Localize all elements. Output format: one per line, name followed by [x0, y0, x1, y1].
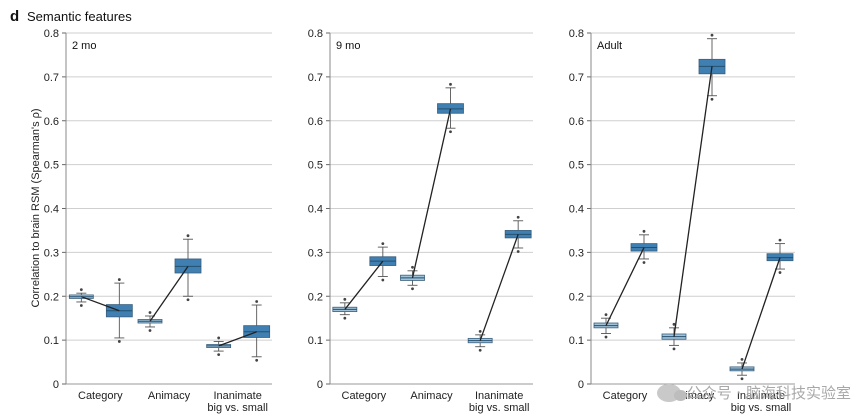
median-connector [741, 257, 781, 370]
y-tick-label: 0.6 [44, 116, 59, 128]
panel-title: Adult [597, 40, 622, 52]
outlier-point [604, 313, 608, 317]
y-tick-label: 0 [53, 379, 59, 391]
median-connector [605, 247, 645, 326]
y-tick-label: 0.8 [569, 28, 584, 40]
y-tick-label: 0.5 [308, 160, 323, 172]
y-tick-label: 0.5 [569, 160, 584, 172]
category-label: Category [603, 390, 648, 402]
outlier-point [478, 348, 482, 352]
y-tick-label: 0.6 [308, 116, 323, 128]
wechat-icon [656, 383, 687, 402]
outlier-point [79, 288, 83, 292]
y-tick-label: 0.7 [569, 72, 584, 84]
outlier-point [411, 287, 414, 291]
median-connector [81, 296, 120, 312]
y-tick-label: 0.6 [569, 116, 584, 128]
watermark-text: 公众号 · 脑海科技实验室 [686, 384, 851, 402]
outlier-point [516, 215, 520, 219]
outlier-point [217, 336, 221, 340]
y-tick-label: 0.4 [569, 204, 584, 216]
y-tick-label: 0.4 [308, 204, 323, 216]
outlier-point [186, 234, 190, 238]
y-tick-label: 0.2 [44, 291, 59, 303]
watermark: 公众号 · 脑海科技实验室 [656, 382, 851, 403]
outlier-point [449, 130, 452, 134]
panel-title: 2 mo [72, 40, 96, 52]
outlier-point [642, 261, 646, 264]
y-tick-label: 0.7 [44, 72, 59, 84]
outlier-point [255, 300, 259, 303]
outlier-point [148, 311, 152, 314]
category-label: big vs. small [207, 402, 268, 414]
outlier-point [117, 340, 121, 343]
y-tick-label: 0.3 [569, 247, 584, 259]
outlier-point [411, 265, 414, 269]
figure-title: Semantic features [27, 9, 132, 24]
outlier-point [217, 353, 221, 357]
outlier-point [642, 229, 646, 233]
outlier-point [381, 278, 385, 282]
outlier-point [604, 335, 608, 339]
panel-letter: d [10, 8, 19, 25]
y-tick-label: 0.3 [308, 247, 323, 259]
outlier-point [778, 271, 782, 274]
y-tick-label: 0.4 [44, 204, 59, 216]
y-tick-label: 0.5 [44, 160, 59, 172]
median-connector [149, 266, 189, 322]
y-tick-label: 0.1 [569, 335, 584, 347]
y-tick-label: 0.8 [44, 28, 59, 40]
y-tick-label: 0 [578, 379, 584, 391]
category-label: Category [342, 390, 387, 402]
panel-title: 9 mo [336, 40, 360, 52]
median-connector [344, 260, 384, 310]
y-tick-label: 0.1 [308, 335, 323, 347]
outlier-point [740, 358, 744, 361]
outlier-point [117, 278, 121, 281]
outlier-point [478, 329, 482, 333]
outlier-point [449, 82, 452, 86]
category-label: Inanimate [737, 390, 785, 402]
y-tick-label: 0.7 [308, 72, 323, 84]
outlier-point [343, 316, 347, 320]
outlier-point [740, 377, 744, 381]
category-label: Animacy [410, 390, 453, 402]
outlier-point [710, 33, 714, 37]
y-axis-label: Correlation to brain RSM (Spearman's ρ) [30, 108, 42, 307]
y-tick-label: 0.8 [308, 28, 323, 40]
outlier-point [778, 238, 782, 242]
category-label: Inanimate [475, 390, 523, 402]
y-tick-label: 0.2 [569, 291, 584, 303]
chart-panels: 0 0.1 0.2 0.3 0.4 0.5 0.6 0.7 0.8 2 mo Category Ani… [44, 28, 795, 414]
outlier-point [255, 358, 259, 362]
category-label: big vs. small [469, 402, 530, 414]
outlier-point [148, 329, 152, 332]
outlier-point [672, 347, 676, 351]
outlier-point [516, 250, 520, 253]
chart-panel-1: 0 0.1 0.2 0.3 0.4 0.5 0.6 0.7 0.8 2 mo Category Ani… [44, 28, 272, 414]
category-label: big vs. small [731, 402, 792, 414]
outlier-point [710, 97, 714, 101]
median-connector [479, 234, 519, 341]
median-connector [218, 331, 257, 347]
outlier-point [186, 298, 190, 302]
y-tick-label: 0.3 [44, 247, 59, 259]
outlier-point [381, 242, 385, 246]
y-tick-label: 0 [317, 379, 323, 391]
median-connector [673, 66, 713, 337]
y-tick-label: 0.2 [308, 291, 323, 303]
category-label: Animacy [148, 390, 191, 402]
outlier-point [79, 304, 83, 307]
category-label: Category [78, 390, 123, 402]
median-connector [411, 108, 452, 278]
outlier-point [343, 297, 347, 301]
outlier-point [672, 322, 676, 326]
y-tick-label: 0.1 [44, 335, 59, 347]
category-label: Inanimate [214, 390, 262, 402]
chart-panel-2: 0 0.1 0.2 0.3 0.4 0.5 0.6 0.7 0.8 9 mo Category Ani… [308, 28, 533, 414]
